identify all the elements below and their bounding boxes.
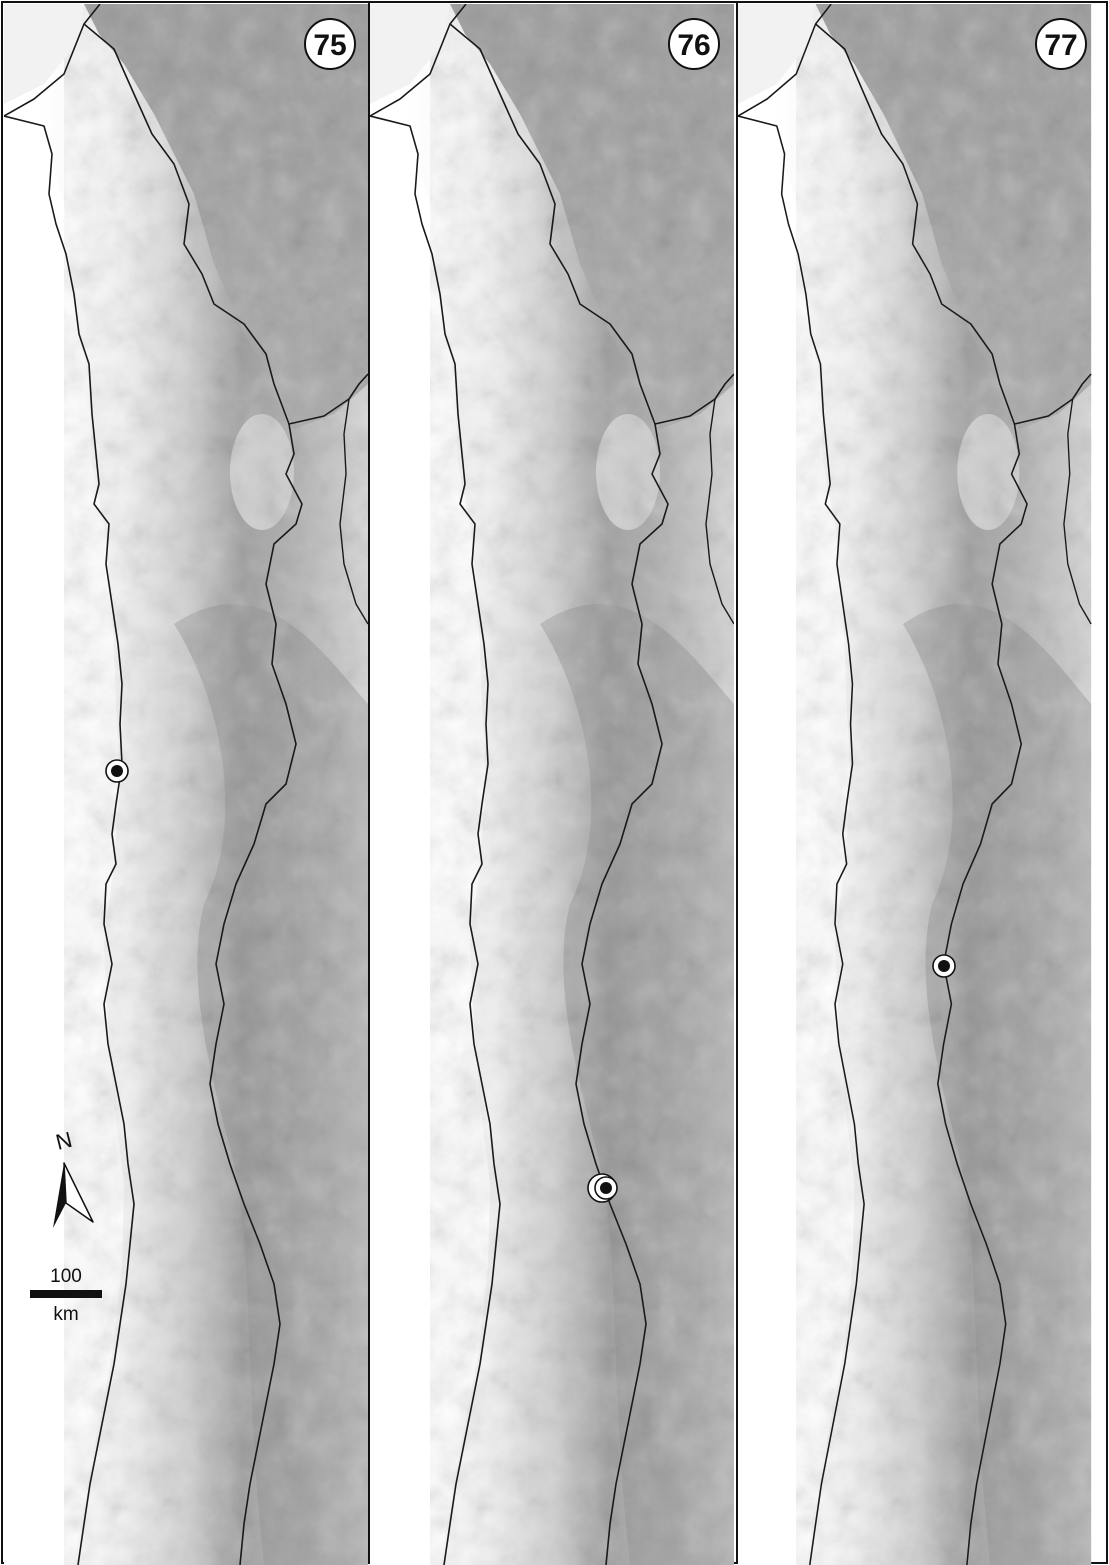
north-arrow: N [53,1127,94,1228]
map-panel-76 [370,4,734,1565]
north-letter: N [53,1127,74,1155]
panel-number: 75 [313,29,346,62]
record-marker-double [587,1173,618,1203]
panel-number: 77 [1044,29,1077,62]
scale-bar-line [30,1290,102,1298]
panel-number: 76 [677,29,710,62]
scale-bar: 100 km [30,1266,102,1325]
scale-value: 100 [50,1266,82,1287]
panel-badge-77: 77 [1035,18,1087,70]
map-panel-77 [738,4,1091,1565]
north-arrow-icon [53,1162,94,1228]
panel-badge-76: 76 [668,18,720,70]
map-panel-75 [4,4,368,1565]
record-marker [932,954,956,978]
scale-unit: km [53,1304,78,1325]
panel-badge-75: 75 [304,18,356,70]
record-marker [105,759,129,783]
